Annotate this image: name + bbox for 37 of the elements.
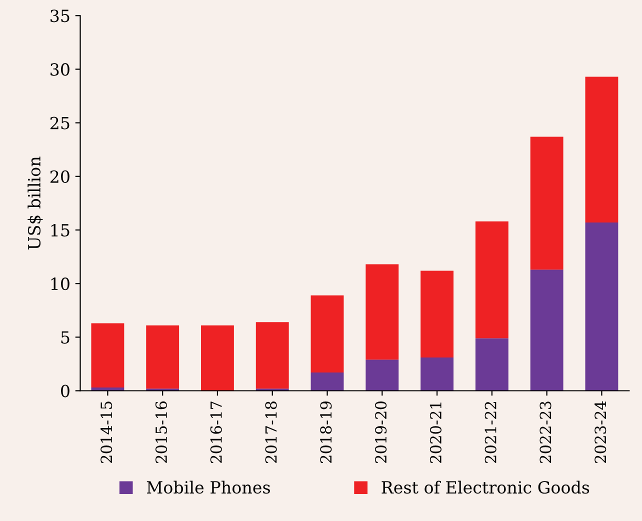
y-tick-label: 15 [51,224,70,237]
bar [366,264,399,360]
x-tick-label: 2016-17 [210,402,222,463]
x-tick-label: 2021-22 [484,402,496,463]
bar [310,295,344,373]
bar [530,136,564,270]
bar [420,270,454,358]
bar [201,325,234,391]
y-tick-label: 5 [61,331,70,344]
x-tick-label: 2017-18 [265,402,277,463]
bar [146,325,180,389]
x-tick-label: 2015-16 [155,401,168,463]
bar [585,76,618,222]
bar [475,338,508,391]
x-tick-label: 2023-24 [594,401,606,463]
x-tick-label: 2020-21 [430,402,442,463]
y-tick-label: 25 [50,116,70,130]
x-tick-label: 2014-15 [100,402,112,463]
bar [420,358,454,391]
bar [530,270,564,391]
legend-label: Mobile Phones [146,480,270,494]
bar [91,323,124,388]
bar [256,322,289,389]
bar [366,360,399,391]
y-tick-label: 0 [61,384,70,398]
x-tick-label: 2019-20 [375,401,387,463]
legend-label: Rest of Electronic Goods [382,480,590,494]
bar [310,372,344,391]
x-tick-label: 2018-19 [320,402,332,463]
y-tick-label: 35 [50,10,70,22]
y-axis-title: US$ billion [28,156,43,250]
bar [475,221,508,338]
y-tick-label: 30 [50,63,70,76]
y-tick-label: 20 [50,170,70,183]
x-tick-label: 2022-23 [540,402,552,463]
bar [585,222,618,391]
y-tick-label: 10 [51,278,70,290]
